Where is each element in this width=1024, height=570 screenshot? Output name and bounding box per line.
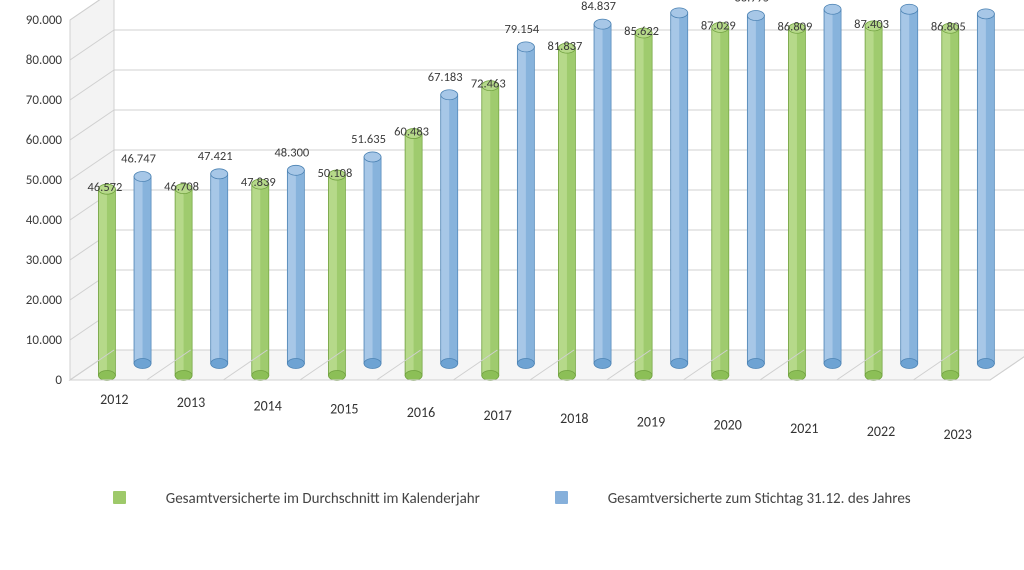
legend-item-stichtag: Gesamtversicherte zum Stichtag 31.12. de… <box>537 490 928 508</box>
legend: Gesamtversicherte im Durchschnitt im Kal… <box>0 480 1024 508</box>
svg-text:47.421: 47.421 <box>198 149 233 164</box>
chart-svg: 0 10.000 20.000 30.000 40.000 50.000 60.000 70.… <box>0 0 1024 480</box>
chart-3d-bar: 0 10.000 20.000 30.000 40.000 50.000 60.000 70.… <box>0 0 1024 480</box>
svg-text:87.665: 87.665 <box>658 0 693 3</box>
svg-text:60.000: 60.000 <box>26 133 63 148</box>
svg-text:50.108: 50.108 <box>318 166 353 181</box>
legend-item-avg: Gesamtversicherte im Durchschnitt im Kal… <box>95 490 498 508</box>
svg-text:2020: 2020 <box>713 417 741 434</box>
svg-text:2023: 2023 <box>943 426 971 443</box>
svg-text:72.463: 72.463 <box>471 77 506 92</box>
svg-text:86.809: 86.809 <box>778 19 813 34</box>
legend-swatch-stichtag <box>555 491 568 504</box>
svg-text:47.839: 47.839 <box>241 175 276 190</box>
legend-swatch-avg <box>113 491 126 504</box>
svg-text:70.000: 70.000 <box>26 93 63 108</box>
svg-text:87.408: 87.408 <box>964 0 999 4</box>
svg-text:60.483: 60.483 <box>394 125 429 140</box>
svg-text:2017: 2017 <box>483 407 511 424</box>
svg-text:2019: 2019 <box>637 413 665 430</box>
svg-text:2015: 2015 <box>330 401 358 418</box>
svg-text:79.154: 79.154 <box>504 22 539 37</box>
svg-text:46.708: 46.708 <box>164 180 199 195</box>
svg-text:40.000: 40.000 <box>26 213 63 228</box>
svg-text:86.805: 86.805 <box>931 19 966 34</box>
svg-text:87.029: 87.029 <box>701 18 736 33</box>
svg-text:51.635: 51.635 <box>351 132 386 147</box>
legend-label-avg: Gesamtversicherte im Durchschnitt im Kal… <box>166 490 480 508</box>
svg-text:48.300: 48.300 <box>274 145 309 160</box>
svg-text:2012: 2012 <box>100 391 128 408</box>
svg-text:46.572: 46.572 <box>88 180 123 195</box>
svg-text:81.837: 81.837 <box>548 39 583 54</box>
svg-text:2014: 2014 <box>253 397 281 414</box>
svg-text:87.403: 87.403 <box>854 17 889 32</box>
svg-text:2021: 2021 <box>790 420 818 437</box>
svg-text:86.995: 86.995 <box>734 0 769 6</box>
svg-text:90.000: 90.000 <box>26 13 63 28</box>
svg-text:84.837: 84.837 <box>581 0 616 14</box>
legend-label-stichtag: Gesamtversicherte zum Stichtag 31.12. de… <box>608 490 911 508</box>
svg-text:67.183: 67.183 <box>428 70 463 85</box>
svg-text:30.000: 30.000 <box>26 253 63 268</box>
svg-text:10.000: 10.000 <box>26 333 63 348</box>
svg-text:80.000: 80.000 <box>26 53 63 68</box>
svg-text:2018: 2018 <box>560 410 588 427</box>
svg-text:0: 0 <box>55 373 62 388</box>
svg-text:85.622: 85.622 <box>624 24 659 39</box>
svg-text:50.000: 50.000 <box>26 173 63 188</box>
svg-text:2013: 2013 <box>177 394 205 411</box>
svg-text:2022: 2022 <box>867 423 895 440</box>
svg-text:20.000: 20.000 <box>26 293 63 308</box>
svg-text:46.747: 46.747 <box>121 152 156 167</box>
svg-text:2016: 2016 <box>407 404 435 421</box>
